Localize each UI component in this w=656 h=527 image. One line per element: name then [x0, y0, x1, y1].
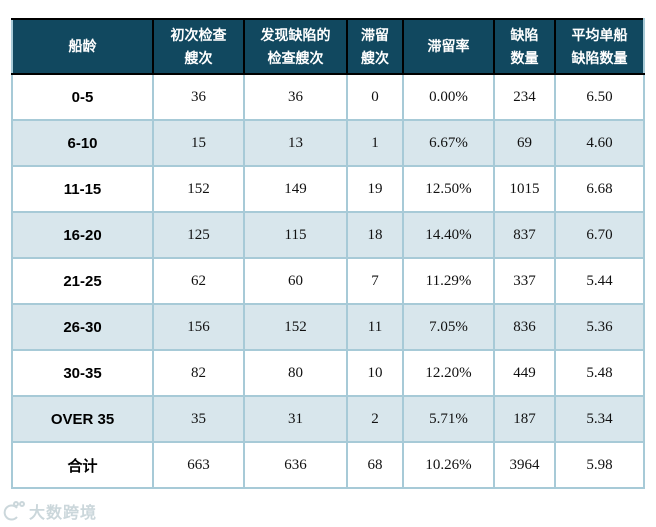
data-cell: 13	[243, 119, 348, 167]
data-cell: 5.34	[554, 395, 645, 443]
data-cell: 31	[243, 395, 348, 443]
row-label-cell: OVER 35	[11, 395, 154, 443]
data-cell: 5.98	[554, 441, 645, 489]
data-cell: 12.50%	[402, 165, 495, 213]
data-cell: 156	[152, 303, 245, 351]
row-label-cell: 11-15	[11, 165, 154, 213]
statistics-table: 船龄 初次检查 艘次 发现缺陷的 检查艘次 滞留 艘次 滞留率 缺陷 数量 平均单船 缺陷数量 0-5…	[11, 18, 645, 489]
data-cell: 10	[346, 349, 404, 397]
data-cell: 4.60	[554, 119, 645, 167]
table-body: 0-5 36 36 0 0.00% 234 6.50 6-10 15 13 1 6.67% 69 4.60…	[11, 73, 645, 489]
watermark-text: 大数跨境	[29, 505, 98, 522]
table-row: OVER 35 35 31 2 5.71% 187 5.34	[11, 395, 645, 443]
data-cell: 80	[243, 349, 348, 397]
data-cell: 152	[152, 165, 245, 213]
data-cell: 6.70	[554, 211, 645, 259]
data-cell: 7.05%	[402, 303, 495, 351]
table-row: 6-10 15 13 1 6.67% 69 4.60	[11, 119, 645, 167]
data-cell: 82	[152, 349, 245, 397]
data-cell: 5.48	[554, 349, 645, 397]
data-cell: 5.36	[554, 303, 645, 351]
data-cell: 11	[346, 303, 404, 351]
data-cell: 36	[243, 73, 348, 121]
table-row: 0-5 36 36 0 0.00% 234 6.50	[11, 73, 645, 121]
data-cell: 18	[346, 211, 404, 259]
data-cell: 6.67%	[402, 119, 495, 167]
watermark: 大数跨境	[2, 499, 97, 523]
data-cell: 36	[152, 73, 245, 121]
data-cell: 14.40%	[402, 211, 495, 259]
row-label-cell: 合计	[11, 441, 154, 489]
data-cell: 2	[346, 395, 404, 443]
data-cell: 7	[346, 257, 404, 305]
ship-age-statistics-table: 船龄 初次检查 艘次 发现缺陷的 检查艘次 滞留 艘次 滞留率 缺陷 数量 平均单船 缺陷数量 0-5…	[11, 18, 645, 489]
data-cell: 68	[346, 441, 404, 489]
data-cell: 5.71%	[402, 395, 495, 443]
data-cell: 0.00%	[402, 73, 495, 121]
header-row: 船龄 初次检查 艘次 发现缺陷的 检查艘次 滞留 艘次 滞留率 缺陷 数量 平均单船 缺陷数量	[11, 18, 645, 75]
header-cell: 初次检查 艘次	[152, 18, 245, 75]
watermark-logo-icon	[2, 500, 26, 522]
data-cell: 62	[152, 257, 245, 305]
data-cell: 11.29%	[402, 257, 495, 305]
table-row: 合计 663 636 68 10.26% 3964 5.98	[11, 441, 645, 489]
header-cell: 滞留率	[402, 18, 495, 75]
data-cell: 149	[243, 165, 348, 213]
data-cell: 15	[152, 119, 245, 167]
data-cell: 836	[493, 303, 556, 351]
header-cell: 船龄	[11, 18, 154, 75]
data-cell: 3964	[493, 441, 556, 489]
data-cell: 35	[152, 395, 245, 443]
data-cell: 60	[243, 257, 348, 305]
data-cell: 663	[152, 441, 245, 489]
data-cell: 0	[346, 73, 404, 121]
row-label-cell: 26-30	[11, 303, 154, 351]
table-row: 16-20 125 115 18 14.40% 837 6.70	[11, 211, 645, 259]
data-cell: 5.44	[554, 257, 645, 305]
data-cell: 837	[493, 211, 556, 259]
row-label-cell: 16-20	[11, 211, 154, 259]
data-cell: 187	[493, 395, 556, 443]
data-cell: 1	[346, 119, 404, 167]
header-cell: 缺陷 数量	[493, 18, 556, 75]
data-cell: 449	[493, 349, 556, 397]
data-cell: 6.68	[554, 165, 645, 213]
data-cell: 19	[346, 165, 404, 213]
data-cell: 636	[243, 441, 348, 489]
table-row: 26-30 156 152 11 7.05% 836 5.36	[11, 303, 645, 351]
header-cell: 平均单船 缺陷数量	[554, 18, 645, 75]
row-label-cell: 0-5	[11, 73, 154, 121]
header-cell: 发现缺陷的 检查艘次	[243, 18, 348, 75]
data-cell: 125	[152, 211, 245, 259]
data-cell: 69	[493, 119, 556, 167]
data-cell: 1015	[493, 165, 556, 213]
data-cell: 6.50	[554, 73, 645, 121]
table-row: 21-25 62 60 7 11.29% 337 5.44	[11, 257, 645, 305]
data-cell: 337	[493, 257, 556, 305]
table-row: 11-15 152 149 19 12.50% 1015 6.68	[11, 165, 645, 213]
data-cell: 10.26%	[402, 441, 495, 489]
row-label-cell: 6-10	[11, 119, 154, 167]
data-cell: 115	[243, 211, 348, 259]
table-row: 30-35 82 80 10 12.20% 449 5.48	[11, 349, 645, 397]
data-cell: 152	[243, 303, 348, 351]
data-cell: 12.20%	[402, 349, 495, 397]
row-label-cell: 30-35	[11, 349, 154, 397]
data-cell: 234	[493, 73, 556, 121]
header-cell: 滞留 艘次	[346, 18, 404, 75]
table-header: 船龄 初次检查 艘次 发现缺陷的 检查艘次 滞留 艘次 滞留率 缺陷 数量 平均单船 缺陷数量	[11, 18, 645, 75]
row-label-cell: 21-25	[11, 257, 154, 305]
